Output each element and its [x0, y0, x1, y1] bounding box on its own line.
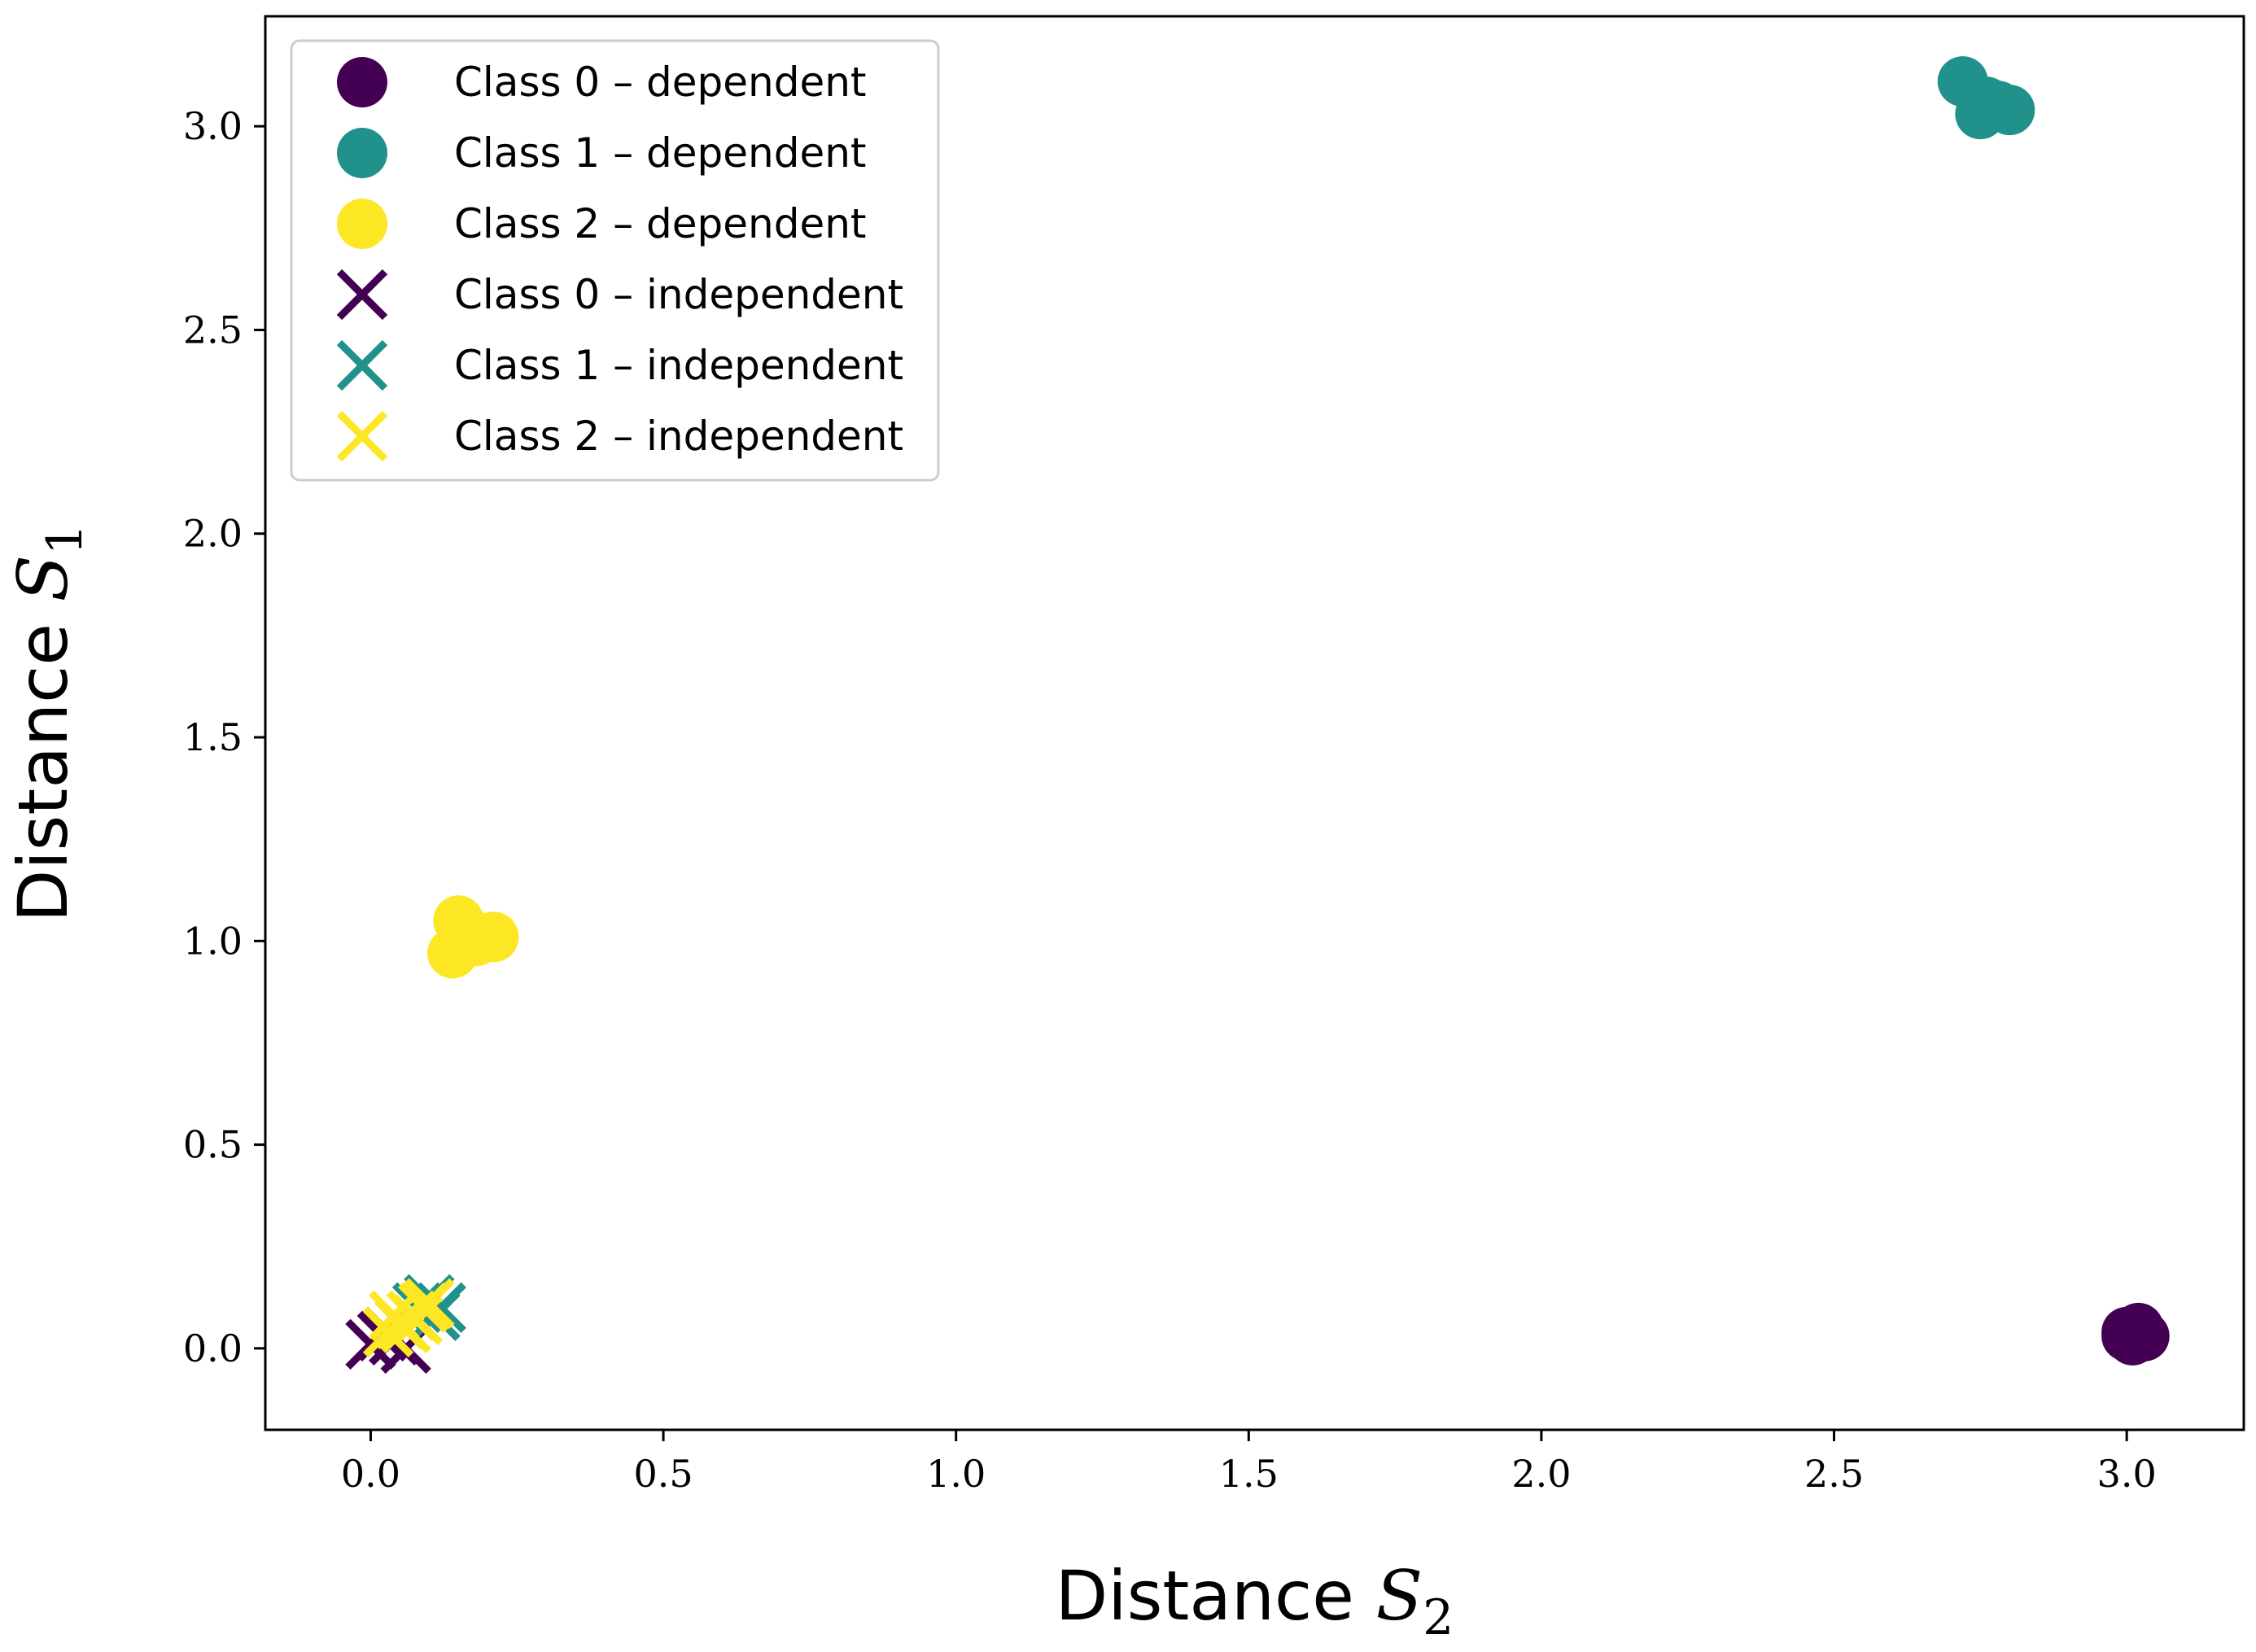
x-marker-stroke	[336, 269, 388, 321]
legend-label: Class 2 – dependent	[454, 200, 867, 247]
scatter-point	[439, 903, 490, 955]
plot-frame	[264, 15, 2245, 1431]
legend-circle-marker	[337, 128, 387, 178]
y-axis-label: Distance S1	[3, 524, 94, 923]
series-2	[427, 895, 519, 979]
x-tick-label: 3.0	[2097, 1452, 2157, 1496]
x-tick-label: 1.0	[926, 1452, 986, 1496]
x-marker-stroke	[369, 1290, 420, 1342]
x-tick-label: 2.0	[1511, 1452, 1571, 1496]
series-5	[362, 1278, 455, 1358]
legend-box	[290, 39, 940, 482]
legend-circle-marker	[337, 57, 387, 107]
x-tick-label: 0.5	[633, 1452, 693, 1496]
y-tick-label: 0.0	[183, 1326, 243, 1370]
legend-item: Class 0 – independent	[336, 269, 903, 321]
y-tick-label: 2.0	[183, 512, 243, 556]
legend-label: Class 1 – independent	[454, 342, 903, 389]
axes: 0.0 0.5 1.0 1.5 2.0 2.5 3.0 0.0 0.5 1.0 1.5 2.0 2.5 3…	[3, 15, 2245, 1646]
legend-item: Class 1 – independent	[336, 339, 903, 391]
series-0	[2101, 1302, 2170, 1366]
x-tick-label: 0.0	[341, 1452, 400, 1496]
legend-label: Class 0 – independent	[454, 271, 903, 318]
y-tick-label: 1.5	[183, 715, 243, 759]
legend-circle-marker	[337, 199, 387, 249]
legend-x-marker	[336, 339, 388, 391]
series-1	[1937, 56, 2035, 140]
y-tick-label: 2.5	[183, 308, 243, 352]
legend-label: Class 0 – dependent	[454, 59, 867, 106]
x-tick-label: 1.5	[1219, 1452, 1279, 1496]
x-marker-stroke	[336, 410, 388, 462]
legend-item: Class 2 – independent	[336, 410, 903, 462]
x-tick-label: 2.5	[1804, 1452, 1864, 1496]
x-axis-label: Distance S2	[1056, 1556, 1454, 1646]
legend-x-marker	[336, 410, 388, 462]
legend-x-marker	[336, 269, 388, 321]
x-marker-stroke	[391, 1294, 444, 1346]
legend-label: Class 1 – dependent	[454, 129, 867, 177]
scatter-point	[2101, 1310, 2153, 1361]
legend-item: Class 2 – dependent	[337, 199, 867, 249]
legend: Class 0 – dependent Class 1 – dependent Cl…	[290, 39, 940, 482]
y-tick-label: 1.0	[183, 919, 243, 963]
legend-item: Class 0 – dependent	[337, 57, 867, 107]
y-tick-label: 0.5	[183, 1123, 243, 1167]
legend-label: Class 2 – independent	[454, 413, 903, 460]
y-tick-label: 3.0	[183, 104, 243, 148]
plot-marks	[345, 56, 2170, 1374]
scatter-point	[1972, 81, 2023, 132]
scatter-x-point	[369, 1290, 420, 1342]
x-marker-stroke	[336, 339, 388, 391]
legend-item: Class 1 – dependent	[337, 128, 867, 178]
